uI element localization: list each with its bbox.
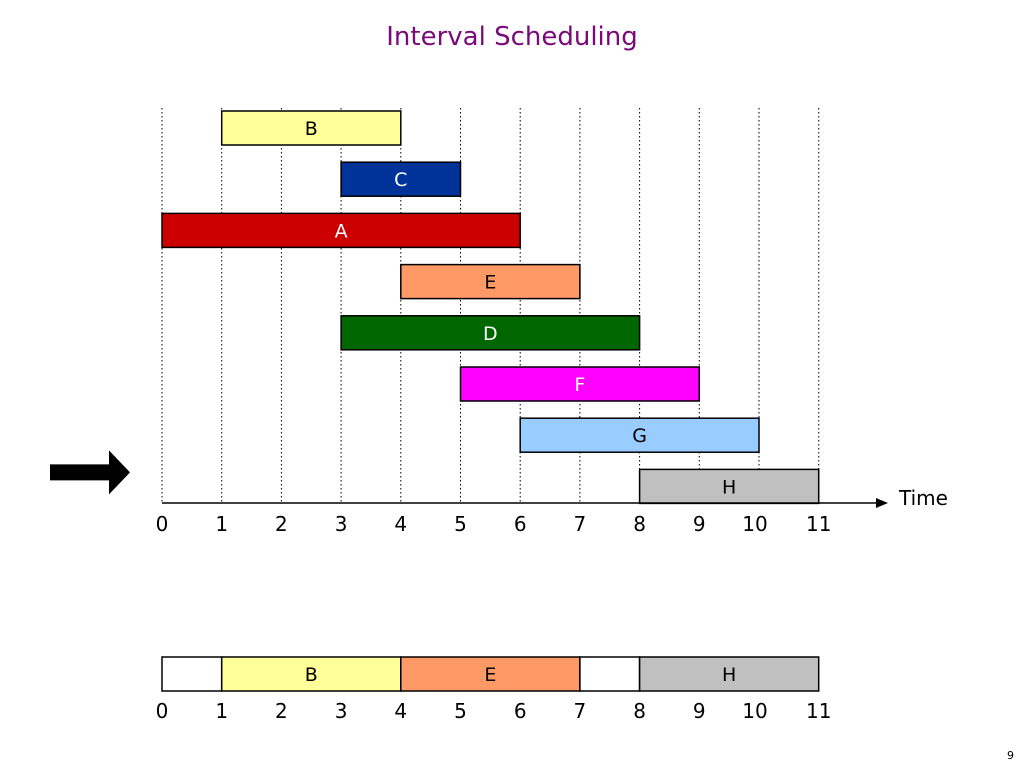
interval-label-g: G — [632, 425, 647, 447]
axis-tick-label: 2 — [275, 512, 288, 536]
axis-tick-label: 8 — [633, 512, 646, 536]
schedule-tick-label: 1 — [215, 699, 228, 723]
interval-label-b: B — [305, 118, 318, 140]
schedule-tick-label: 10 — [742, 699, 767, 723]
schedule-tick-label: 11 — [806, 699, 831, 723]
interval-label-d: D — [483, 323, 498, 345]
schedule-tick-label: 3 — [335, 699, 348, 723]
schedule-label-b: B — [305, 664, 318, 686]
interval-bar-e — [400, 263, 581, 300]
schedule-segment-empty — [161, 656, 223, 692]
interval-bar-c — [340, 161, 462, 197]
interval-bar-g — [519, 417, 760, 453]
axis-tick-label: 6 — [514, 512, 527, 536]
interval-bar-b — [220, 110, 402, 146]
slide-title: Interval Scheduling — [386, 22, 638, 52]
schedule-segment-e — [400, 656, 581, 692]
schedule-tick-label: 7 — [574, 699, 587, 723]
axis-tick-label: 3 — [335, 512, 348, 536]
interval-bar-d — [340, 315, 641, 351]
schedule-tick-label: 5 — [454, 699, 467, 723]
schedule-segment-empty — [579, 656, 641, 692]
schedule-tick-label: 8 — [633, 699, 646, 723]
axis-tick-label: 0 — [156, 512, 169, 536]
axis-arrowhead — [876, 498, 888, 508]
interval-label-f: F — [574, 374, 585, 396]
schedule-tick-label: 9 — [693, 699, 706, 723]
interval-bar-h — [638, 468, 820, 505]
arrow-right-icon — [50, 450, 130, 495]
schedule-tick-label: 4 — [394, 699, 407, 723]
schedule-tick-label: 0 — [156, 699, 169, 723]
axis-tick-label: 5 — [454, 512, 467, 536]
schedule-tick-label: 2 — [275, 699, 288, 723]
schedule-label-h: H — [722, 664, 736, 686]
interval-bar-f — [459, 366, 701, 402]
axis-tick-label: 4 — [394, 512, 407, 536]
interval-label-e: E — [484, 272, 496, 294]
schedule-tick-label: 6 — [514, 699, 527, 723]
interval-label-h: H — [722, 476, 736, 498]
axis-tick-label: 10 — [742, 512, 767, 536]
schedule-segment-b — [220, 656, 402, 692]
interval-bar-a — [161, 212, 521, 249]
axis-label: Time — [898, 486, 948, 510]
interval-label-a: A — [335, 220, 348, 242]
schedule-label-e: E — [484, 664, 496, 686]
interval-label-c: C — [394, 169, 407, 191]
schedule-segment-h — [638, 656, 820, 692]
axis-tick-label: 1 — [215, 512, 228, 536]
axis-tick-label: 7 — [574, 512, 587, 536]
page-number: 9 — [1007, 749, 1014, 762]
axis-tick-label: 11 — [806, 512, 831, 536]
axis-tick-label: 9 — [693, 512, 706, 536]
